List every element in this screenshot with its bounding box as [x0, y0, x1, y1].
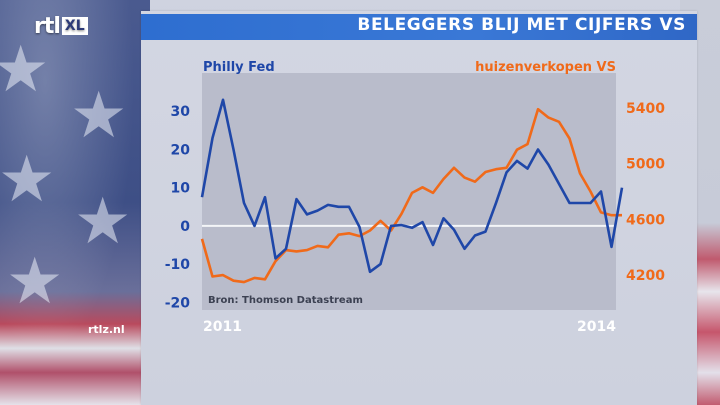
logo-badge: XL: [61, 17, 88, 35]
right-tick-label: 5000: [626, 157, 665, 173]
page-title: BELEGGERS BLIJ MET CIJFERS VS: [357, 15, 686, 35]
star-icon: ★: [0, 33, 50, 107]
left-tick-label: 20: [171, 142, 191, 158]
series-line-housing: [200, 107, 622, 284]
right-tick-label: 4200: [626, 268, 665, 284]
x-label-end: 2014: [577, 319, 616, 335]
left-tick-label: 10: [171, 181, 191, 197]
star-icon: ★: [70, 79, 128, 153]
star-icon: ★: [74, 185, 132, 259]
left-tick-label: 0: [180, 219, 190, 235]
left-tick-label: 30: [171, 104, 191, 120]
left-axis-label: Philly Fed: [203, 60, 275, 75]
series-line-philly-fed: [200, 98, 624, 274]
right-tick-label: 5400: [626, 101, 665, 117]
right-axis-label: huizenverkopen VS: [475, 60, 616, 75]
x-label-start: 2011: [203, 319, 242, 335]
site-label: rtlz.nl: [88, 323, 125, 336]
logo-text: rtl: [34, 14, 61, 39]
right-axis-ticks: 5400 5000 4600 4200: [626, 101, 665, 284]
left-tick-label: -10: [165, 257, 191, 273]
flag-background-left: ★ ★ ★ ★ ★: [0, 0, 150, 405]
channel-logo: rtl XL: [34, 14, 88, 39]
source-note: Bron: Thomson Datastream: [208, 295, 363, 306]
title-bar: [141, 14, 697, 40]
left-axis-ticks: 30 20 10 0 -10 -20: [165, 104, 191, 311]
star-icon: ★: [0, 143, 56, 217]
star-icon: ★: [6, 245, 64, 319]
left-tick-label: -20: [165, 295, 191, 311]
right-tick-label: 4600: [626, 212, 665, 228]
plot-background: [202, 73, 616, 310]
